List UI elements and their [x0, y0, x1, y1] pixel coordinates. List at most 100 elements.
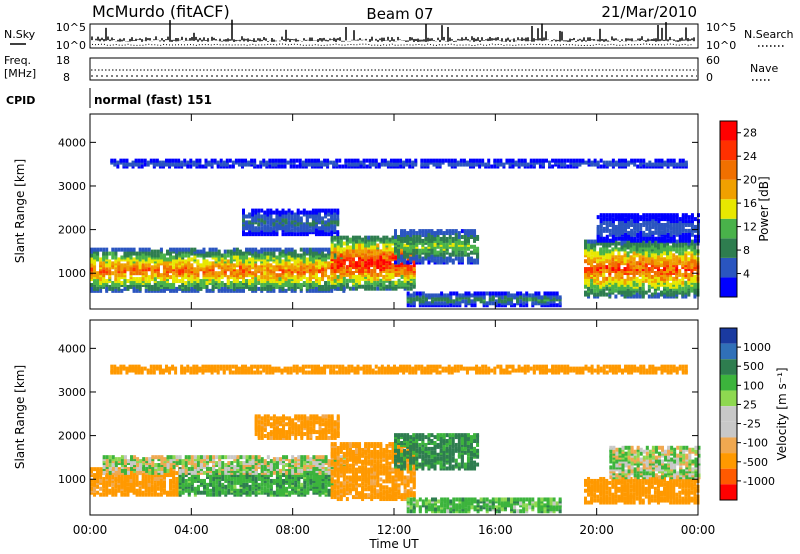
power-cell [266, 251, 270, 256]
power-cell [318, 261, 321, 266]
velocity-cell [102, 476, 106, 481]
power-cell [344, 158, 348, 163]
velocity-cell [102, 488, 106, 493]
velocity-cell [114, 476, 118, 481]
power-cell [342, 247, 346, 252]
power-cell [538, 158, 542, 163]
power-cell [418, 234, 422, 239]
power-cell [602, 272, 606, 277]
power-cell [232, 282, 236, 287]
y-tick-label: 1000 [58, 267, 86, 280]
power-cell [636, 164, 640, 169]
power-cell [522, 297, 526, 302]
power-cell [593, 158, 597, 163]
power-cell [354, 239, 358, 244]
power-cell [400, 258, 404, 263]
power-cell [415, 291, 419, 296]
power-cell [429, 158, 433, 163]
power-cell [388, 280, 392, 285]
power-cell [456, 160, 460, 165]
power-cell [602, 226, 606, 231]
power-cell [302, 281, 306, 286]
y-tick-label: 2000 [58, 224, 86, 237]
power-cell [108, 259, 112, 264]
power-cell [590, 239, 594, 244]
power-cell [633, 230, 637, 235]
power-cell [678, 158, 682, 163]
power-cell [358, 251, 362, 256]
power-cell [240, 158, 244, 163]
power-cell [497, 291, 501, 296]
power-cell [635, 282, 639, 287]
power-cell [596, 292, 600, 297]
power-cell [202, 281, 206, 286]
power-cell [569, 158, 573, 163]
power-cell [231, 164, 235, 169]
power-cell [367, 261, 371, 266]
power-cell [302, 208, 306, 213]
power-cell [496, 158, 500, 163]
nave-tick-high: 60 [706, 54, 720, 67]
power-cell [403, 229, 407, 234]
power-cell [687, 257, 691, 262]
power-cell [575, 162, 579, 167]
power-cell [638, 290, 642, 295]
power-cell [143, 158, 147, 163]
power-cell [418, 248, 422, 253]
power-cell [259, 160, 263, 165]
power-cell [367, 243, 371, 248]
power-cell [449, 303, 453, 308]
velocity-cell [96, 484, 100, 489]
power-cell [242, 288, 245, 293]
power-cell [617, 251, 621, 256]
power-cell [211, 279, 215, 284]
power-cell [219, 158, 223, 163]
power-cell [476, 291, 480, 296]
power-cell [93, 279, 97, 284]
power-cell [358, 274, 362, 279]
power-cell [690, 265, 694, 270]
power-cell [205, 273, 209, 278]
power-cell [193, 275, 197, 280]
power-cell [311, 281, 315, 286]
power-cell [672, 234, 676, 239]
power-cell [627, 230, 631, 235]
power-cell [272, 210, 276, 215]
power-cell [647, 243, 651, 248]
power-cell [364, 249, 368, 254]
power-cell [590, 278, 594, 283]
power-cell [635, 276, 639, 281]
power-cell [202, 267, 206, 272]
power-cell [403, 246, 407, 251]
power-cell [642, 230, 646, 235]
power-cell [391, 280, 395, 285]
power-cell [552, 291, 556, 296]
power-cell [557, 158, 561, 163]
power-cell [364, 235, 368, 240]
power-cell [166, 257, 169, 262]
power-cell [684, 294, 688, 299]
power-cell [305, 210, 309, 215]
power-cell [644, 290, 648, 295]
power-cell [376, 235, 380, 240]
power-cell [575, 158, 579, 163]
power-cell [481, 158, 485, 163]
power-cell [555, 303, 559, 308]
power-cell [647, 280, 651, 285]
power-cell [205, 259, 209, 264]
power-cell [437, 301, 441, 306]
power-cell [493, 164, 497, 169]
velocity-cell [126, 473, 130, 478]
power-cell [144, 271, 148, 276]
power-cell [473, 244, 477, 249]
power-cell [333, 216, 337, 221]
power-cell [293, 216, 297, 221]
power-cell [614, 294, 618, 299]
power-cell [636, 213, 640, 218]
power-cell [284, 224, 288, 229]
power-cell [284, 273, 288, 278]
power-cell [500, 295, 504, 300]
power-cell [531, 301, 535, 306]
power-cell [226, 253, 230, 258]
power-cell [584, 267, 587, 272]
